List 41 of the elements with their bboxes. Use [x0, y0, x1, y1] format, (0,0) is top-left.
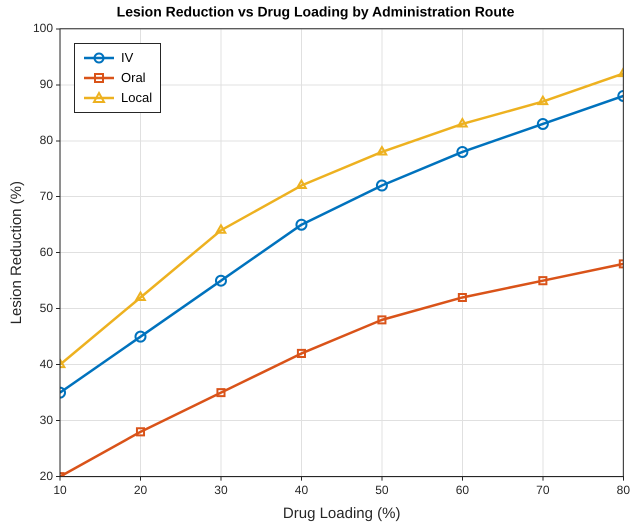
- y-tick-label: 100: [32, 21, 54, 36]
- x-tick-label: 10: [53, 483, 68, 498]
- legend-label: IV: [121, 50, 134, 66]
- x-tick-label: 40: [294, 483, 308, 498]
- point: [136, 427, 146, 436]
- y-tick-label: 90: [40, 77, 54, 92]
- point: [295, 218, 308, 231]
- point: [538, 96, 548, 106]
- point: [376, 180, 388, 192]
- point: [538, 276, 548, 286]
- point: [134, 330, 146, 343]
- point: [457, 118, 468, 128]
- y-tick-label: 50: [40, 300, 54, 315]
- x-axis-title: Drug Loading (%): [282, 505, 400, 522]
- point: [458, 292, 467, 302]
- chart-title: Lesion Reduction vs Drug Loading by Administration Route: [116, 3, 515, 20]
- y-tick-label: 20: [40, 468, 54, 483]
- point: [135, 291, 146, 301]
- x-tick-label: 60: [456, 483, 470, 498]
- point: [216, 388, 226, 398]
- x-tick-label: 30: [214, 483, 228, 498]
- x-tick-label: 70: [536, 483, 550, 498]
- point: [214, 274, 227, 287]
- y-tick-label: 60: [40, 245, 54, 260]
- legend-label: Oral: [121, 70, 146, 86]
- x-tick-label: 20: [134, 483, 148, 498]
- y-tick-label: 30: [40, 412, 54, 427]
- y-tick-label: 70: [40, 189, 54, 204]
- point: [216, 224, 226, 234]
- legend-label: Local: [121, 90, 152, 106]
- x-tick-label: 50: [375, 483, 389, 498]
- x-tick-label: 80: [616, 483, 630, 498]
- point: [456, 146, 468, 158]
- point: [296, 180, 307, 190]
- point: [377, 315, 386, 324]
- y-tick-label: 40: [40, 356, 54, 371]
- y-axis-title: Lesion Reduction (%): [8, 180, 26, 324]
- y-tick-label: 80: [40, 133, 54, 148]
- point: [536, 118, 549, 130]
- point: [376, 146, 388, 156]
- point: [296, 348, 306, 358]
